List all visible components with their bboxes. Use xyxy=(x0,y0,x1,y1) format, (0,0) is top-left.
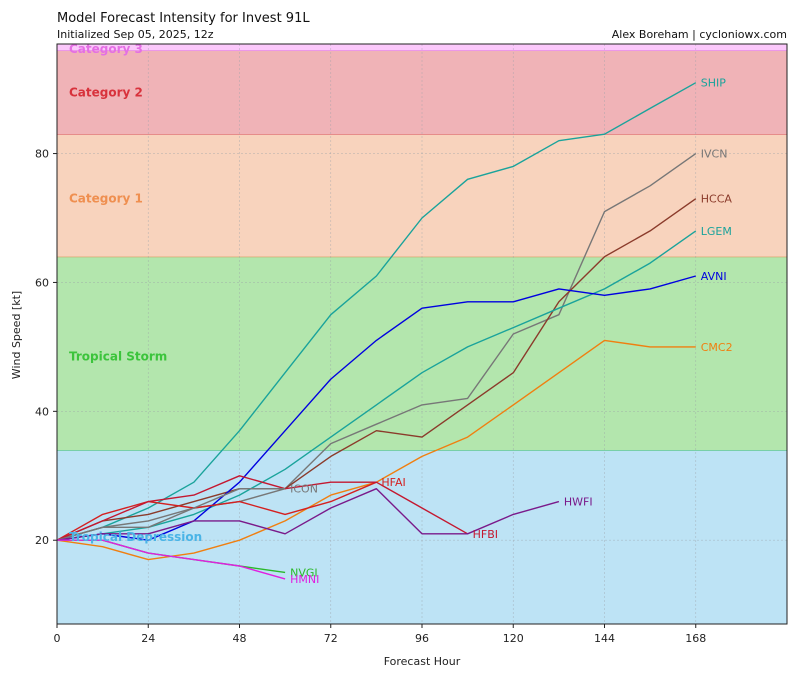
series-line-hwfi xyxy=(56,488,560,541)
series-labels: SHIP IVCN HCCA LGEM AVNI CMC2 HFAI HFBI ICON HWFI… xyxy=(290,77,732,586)
y-tick-label-60: 60 xyxy=(35,276,49,289)
x-tick-label-168: 168 xyxy=(685,632,706,645)
y-tick-label-20: 20 xyxy=(35,534,49,547)
series-line-hcca xyxy=(56,198,697,541)
series-label-nvgi: NVGI xyxy=(290,566,318,579)
y-tick-label-80: 80 xyxy=(35,148,49,161)
band-label-category-1: Category 1 xyxy=(69,192,143,206)
x-tick-label-48: 48 xyxy=(233,632,247,645)
x-tick-label-72: 72 xyxy=(324,632,338,645)
series-line-hfai xyxy=(56,481,377,541)
series-line-lgem xyxy=(56,230,697,541)
band-category-3 xyxy=(57,44,787,51)
series-label-hwfi: HWFI xyxy=(564,496,593,509)
x-axis-label: Forecast Hour xyxy=(384,655,461,668)
series-label-lgem: LGEM xyxy=(701,225,732,238)
series-label-hfbi: HFBI xyxy=(473,528,498,541)
x-tick-label-24: 24 xyxy=(141,632,155,645)
series-label-ivcn: IVCN xyxy=(701,148,728,161)
band-label-tropical-storm: Tropical Storm xyxy=(69,350,167,364)
series-label-hmni: HMNI xyxy=(290,573,319,586)
x-tick-label-144: 144 xyxy=(594,632,615,645)
series-label-icon: ICON xyxy=(290,483,318,496)
y-axis-ticks: 20 40 60 80 xyxy=(35,148,57,547)
chart-credit: Alex Boreham | cycloniowx.com xyxy=(612,28,787,41)
series-line-hfbi xyxy=(56,475,468,541)
x-tick-label-120: 120 xyxy=(503,632,524,645)
series-label-avni: AVNI xyxy=(701,270,727,283)
series-label-cmc2: CMC2 xyxy=(701,341,733,354)
series-line-avni xyxy=(56,275,696,541)
chart-subtitle: Initialized Sep 05, 2025, 12z xyxy=(57,28,214,41)
series-label-hfai: HFAI xyxy=(381,476,405,489)
series-line-icon xyxy=(56,488,286,541)
chart-title: Model Forecast Intensity for Invest 91L xyxy=(57,11,310,26)
series-lines xyxy=(56,82,697,580)
series-line-ivcn xyxy=(56,153,697,541)
y-tick-label-40: 40 xyxy=(35,405,49,418)
series-label-ship: SHIP xyxy=(701,77,726,90)
y-axis-label: Wind Speed [kt] xyxy=(10,291,23,379)
band-label-category-2: Category 2 xyxy=(69,85,143,99)
band-label-category-3: Category 3 xyxy=(69,42,143,56)
series-line-hmni xyxy=(57,539,286,580)
x-axis-ticks: 0 24 48 72 96 120 144 168 xyxy=(54,624,706,645)
band-labels: Tropical Depression Tropical Storm Categor… xyxy=(69,42,202,544)
series-label-hcca: HCCA xyxy=(701,193,733,206)
x-tick-label-0: 0 xyxy=(54,632,61,645)
band-label-tropical-depression: Tropical Depression xyxy=(69,530,202,544)
x-tick-label-96: 96 xyxy=(415,632,429,645)
